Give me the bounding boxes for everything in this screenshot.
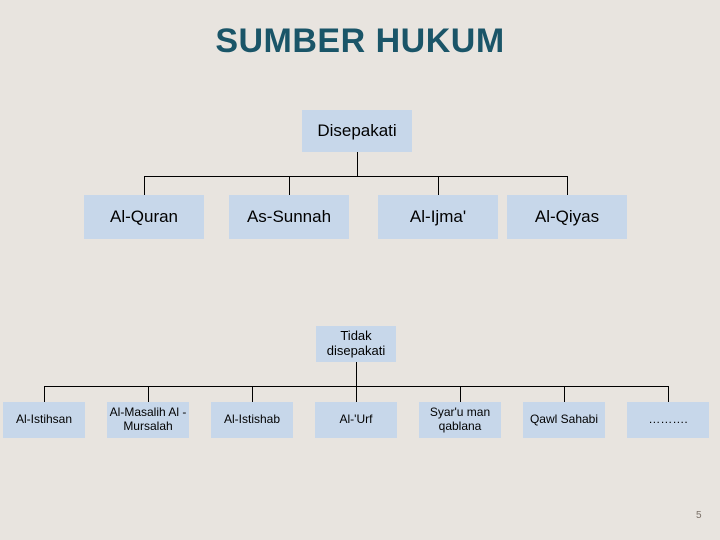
node-l2-3: Al-'Urf [315,402,397,438]
connector-v [44,386,45,402]
connector-v [357,152,358,176]
connector-v [289,176,290,195]
root-disepakati: Disepakati [302,110,412,152]
connector-v [144,176,145,195]
connector-v [356,362,357,386]
connector-v [252,386,253,402]
node-l2-2: Al-Istishab [211,402,293,438]
node-l2-5: Qawl Sahabi [523,402,605,438]
page-title: SUMBER HUKUM [0,22,720,61]
node-l2-0: Al-Istihsan [3,402,85,438]
node-l2-1: Al-Masalih Al -Mursalah [107,402,189,438]
connector-v [438,176,439,195]
node-l1-2: Al-Ijma' [378,195,498,239]
connector-v [460,386,461,402]
node-l1-1: As-Sunnah [229,195,349,239]
node-l1-3: Al-Qiyas [507,195,627,239]
connector-v [148,386,149,402]
node-l1-0: Al-Quran [84,195,204,239]
page-number: 5 [696,510,702,521]
root-tidak-disepakati: Tidak disepakati [316,326,396,362]
node-l2-6: ………. [627,402,709,438]
connector-h [144,176,567,177]
connector-v [567,176,568,195]
connector-v [668,386,669,402]
connector-v [564,386,565,402]
node-l2-4: Syar'u man qablana [419,402,501,438]
connector-v [356,386,357,402]
